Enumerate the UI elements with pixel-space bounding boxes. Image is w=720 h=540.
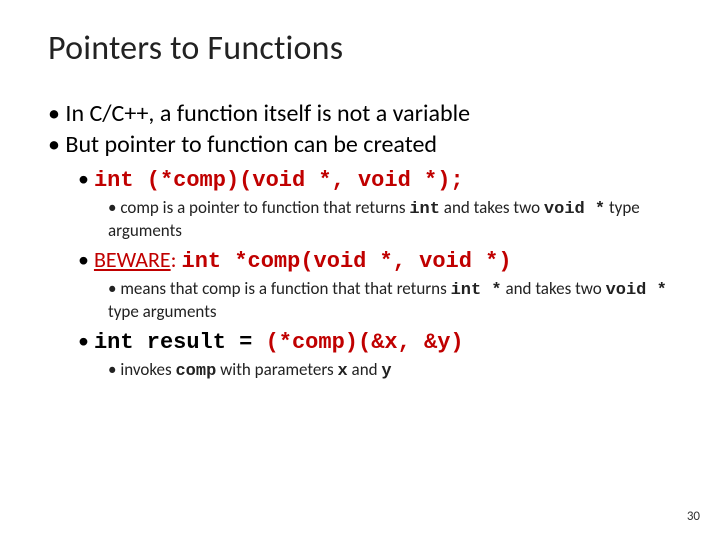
code-span: int *comp(void *, void *) (182, 249, 512, 274)
code-span: int * (451, 281, 502, 300)
bullet-lvl2: BEWARE: int *comp(void *, void *) (78, 245, 672, 276)
code-span: y (381, 362, 391, 381)
bullet-lvl2: int (*comp)(void *, void *); (78, 164, 672, 195)
bullet-lvl1: But pointer to function can be created (48, 130, 672, 161)
code-span: void * (544, 200, 605, 219)
code-span: int result = (94, 330, 266, 355)
text-span: type arguments (108, 301, 217, 322)
text-span: : (171, 246, 182, 273)
code-span: int (*comp)(void *, void *); (94, 168, 464, 193)
code-span: x (338, 362, 348, 381)
slide: Pointers to Functions In C/C++, a functi… (0, 0, 720, 540)
code-span: comp (175, 362, 216, 381)
bullet-lvl3: comp is a pointer to function that retur… (108, 198, 672, 241)
bullet-lvl1: In C/C++, a function itself is not a var… (48, 99, 672, 130)
bullet-lvl2: int result = (*comp)(&x, &y) (78, 326, 672, 357)
text-span: and takes two (502, 278, 606, 299)
code-span: void * (606, 281, 667, 300)
code-span: (*comp)(&x, &y) (266, 330, 464, 355)
text-span: means that comp is a function that that … (120, 278, 450, 299)
text-span: with parameters (216, 359, 337, 380)
text-span: comp is a pointer to function that retur… (120, 197, 409, 218)
bullet-list: In C/C++, a function itself is not a var… (48, 99, 672, 383)
text-span: invokes (120, 359, 175, 380)
beware-label: BEWARE (94, 246, 171, 273)
slide-title: Pointers to Functions (48, 28, 672, 69)
page-number: 30 (687, 509, 700, 524)
bullet-lvl3: invokes comp with parameters x and y (108, 360, 672, 383)
text-span: and takes two (440, 197, 544, 218)
bullet-lvl3: means that comp is a function that that … (108, 279, 672, 322)
text-span: and (348, 359, 382, 380)
code-span: int (409, 200, 440, 219)
